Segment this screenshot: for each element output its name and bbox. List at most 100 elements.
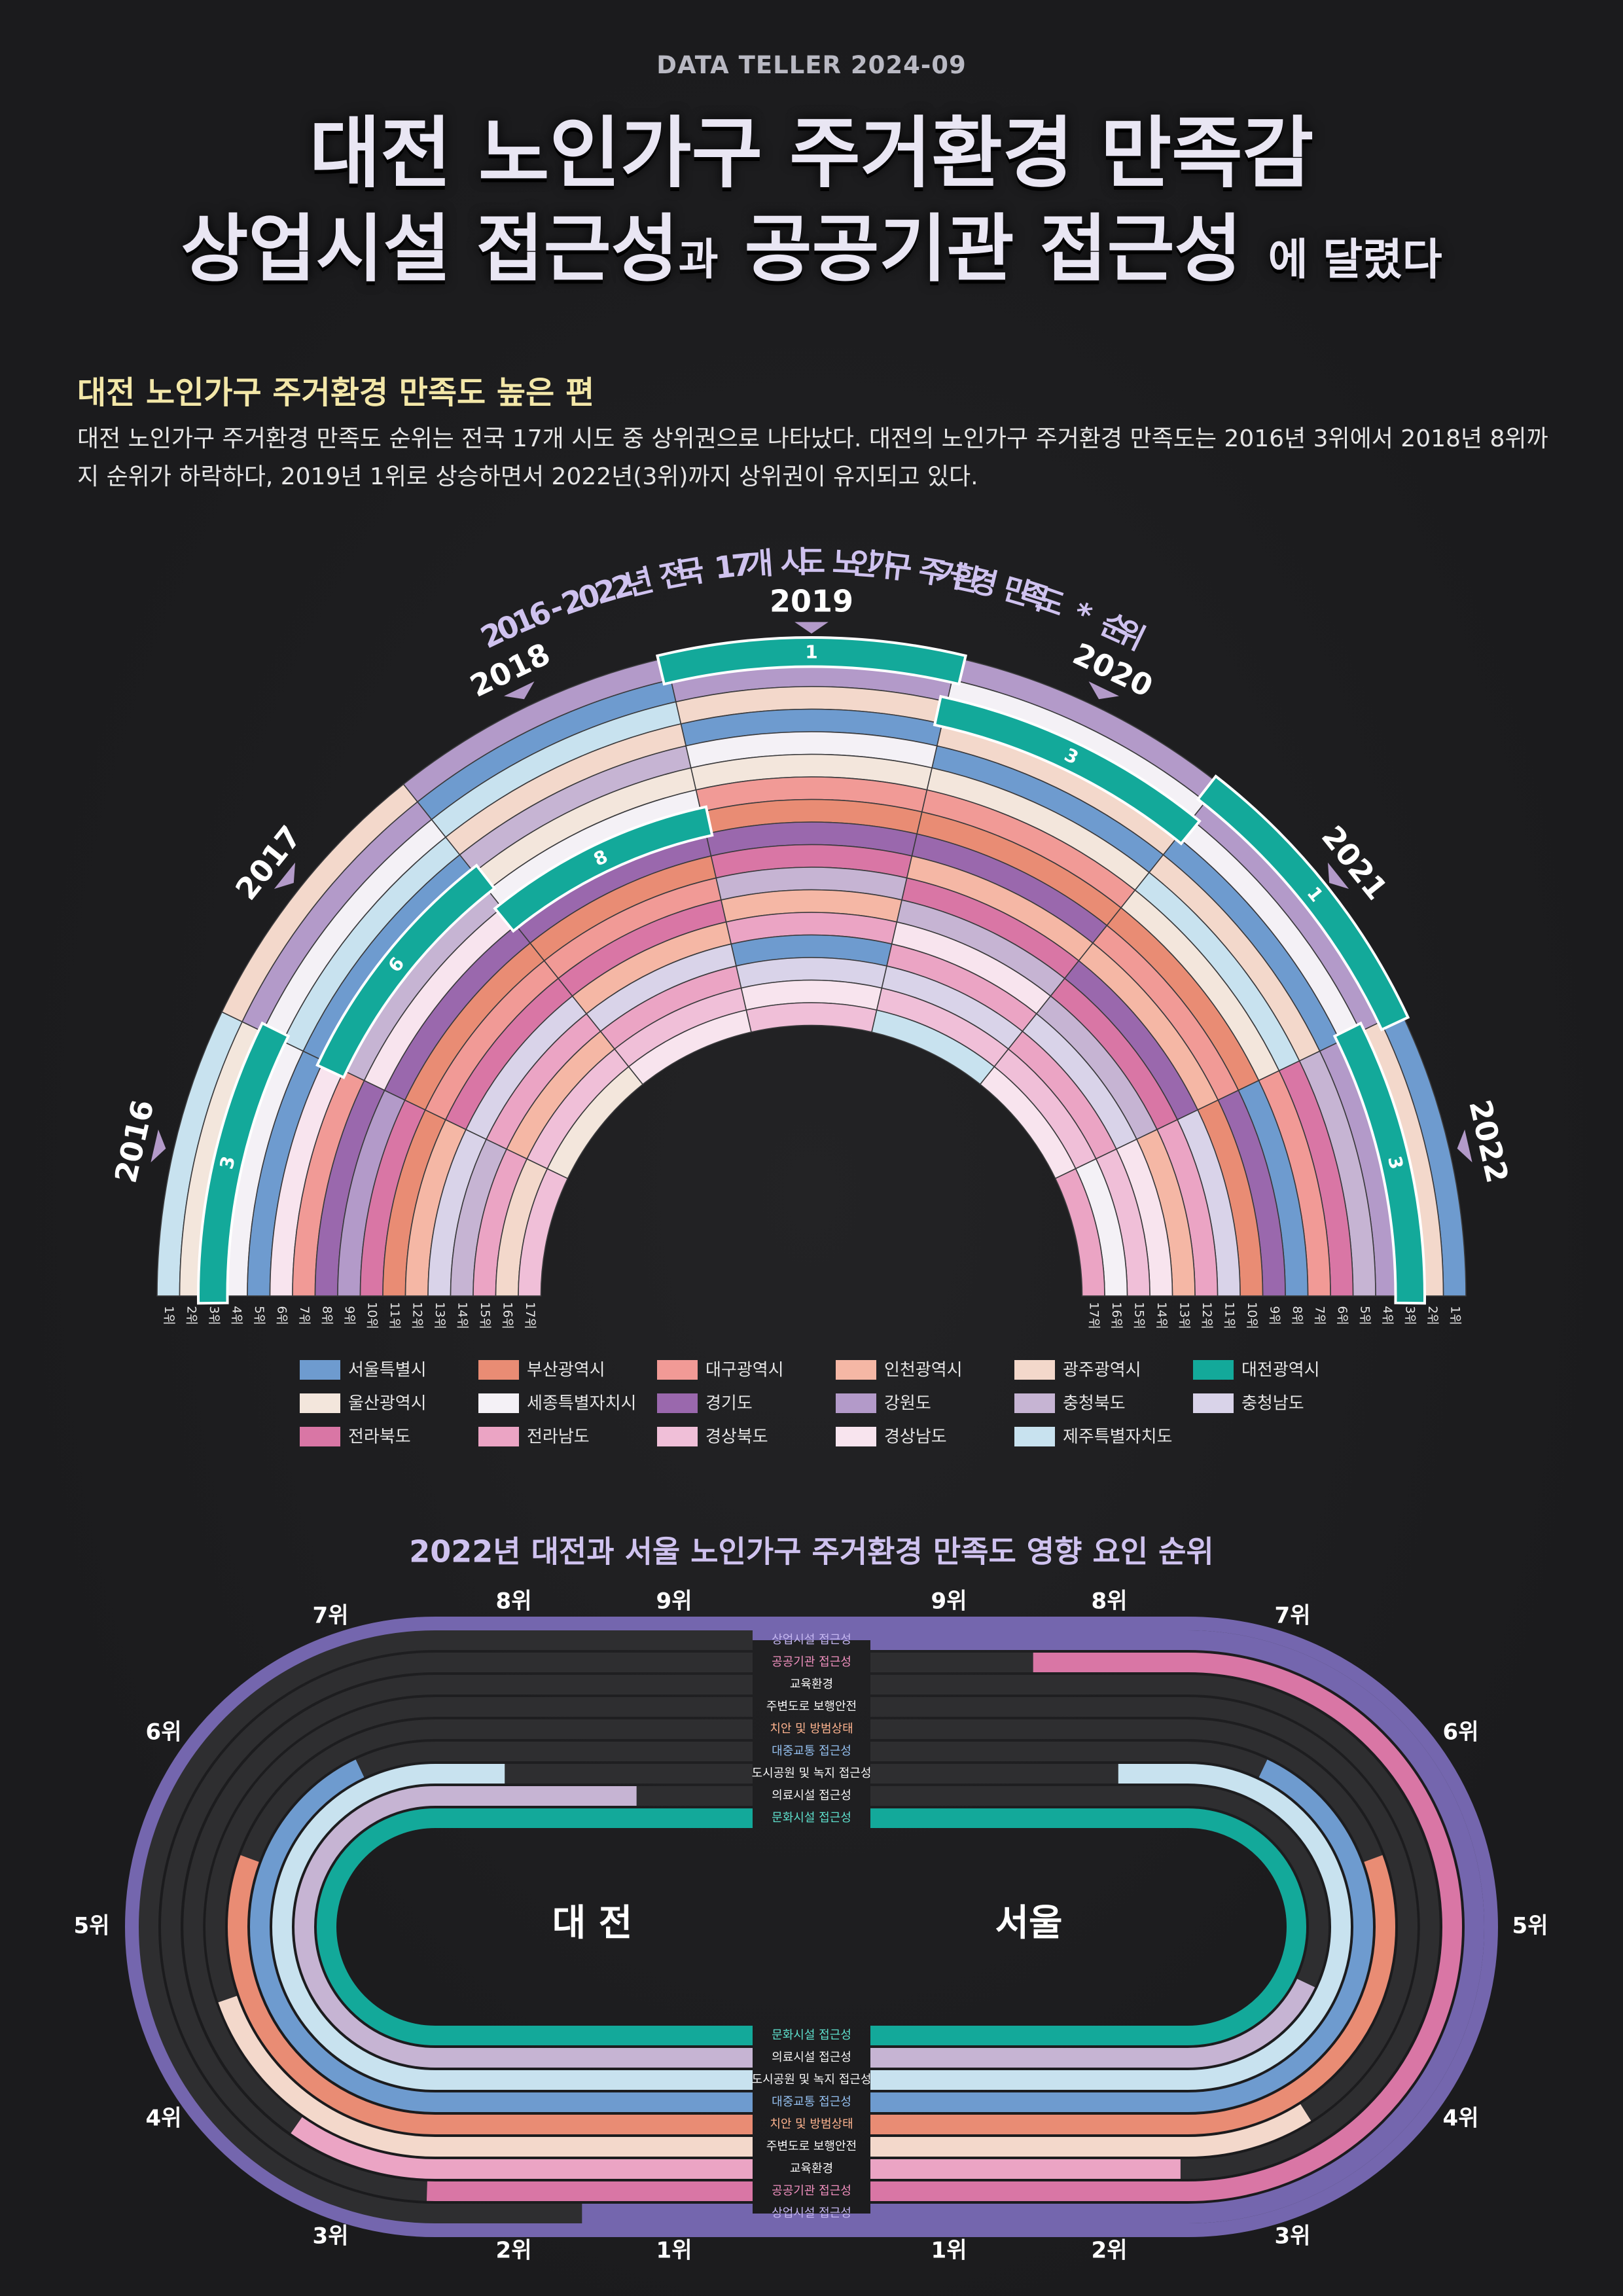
- title-char: 개: [744, 545, 774, 583]
- factor-bar: [870, 1630, 1484, 2223]
- rank-tick-side: 5위: [74, 1913, 110, 1939]
- factor-label-bottom: 교육환경: [790, 2162, 833, 2176]
- legend-swatch: [300, 1393, 340, 1413]
- year-pointer: [274, 862, 296, 889]
- factor-bar: [228, 1719, 753, 2134]
- factor-label-top: 문화시설 접근성: [772, 1811, 851, 1825]
- rank-tick-right: 16위: [1109, 1302, 1124, 1329]
- legend-label: 충청북도: [1063, 1394, 1126, 1414]
- rainbow-bands: [156, 641, 1467, 1297]
- rank-tick-side: 4위: [1443, 2106, 1479, 2132]
- year-label: 2019: [770, 584, 853, 619]
- year-pointer: [1457, 1129, 1472, 1162]
- factor-label-top: 대중교통 접근성: [772, 1744, 851, 1758]
- factor-bar: [870, 1742, 1373, 2112]
- factor-bar: [870, 1786, 1329, 2068]
- factor-label-bottom: 도시공원 및 녹지 접근성: [752, 2073, 872, 2087]
- factor-label-bottom: 공공기관 접근성: [772, 2184, 851, 2198]
- legend-swatch: [478, 1393, 519, 1413]
- rank-tick-right: 10위: [1245, 1302, 1259, 1329]
- daejeon-highlight-band: [655, 636, 968, 686]
- factor-label-bottom: 의료시설 접근성: [772, 2051, 851, 2064]
- year-pointer: [151, 1129, 166, 1162]
- legend-swatch: [836, 1360, 876, 1380]
- year-pointer: [794, 622, 829, 634]
- legend-swatch: [1193, 1393, 1234, 1413]
- rank-tick-left: 16위: [500, 1302, 514, 1329]
- rank-tick-left: 4위: [229, 1306, 243, 1325]
- rank-tick-bottom: 1위: [656, 2238, 692, 2264]
- factor-bar: [317, 1808, 753, 2045]
- factor-label-top: 주변도로 보행안전: [766, 1700, 857, 1713]
- daejeon-highlight-band: [1196, 774, 1410, 1031]
- legend-label: 경상남도: [884, 1427, 947, 1447]
- city-label-seoul: 서울: [995, 1902, 1062, 1945]
- rank-tick-right: 5위: [1357, 1306, 1372, 1325]
- rank-tick-right: 1위: [1448, 1306, 1462, 1325]
- factor-label-top: 공공기관 접근성: [772, 1655, 851, 1669]
- legend-swatch: [300, 1427, 340, 1446]
- legend-swatch: [657, 1360, 698, 1380]
- title-char: 노: [832, 545, 861, 581]
- kicker: DATA TELLER 2024-09: [656, 51, 967, 79]
- daejeon-highlight-band: [493, 805, 714, 933]
- rank-tick-top: 7위: [1275, 1603, 1311, 1629]
- factor-label-bottom: 문화시설 접근성: [772, 2028, 851, 2042]
- rank-tick-right: 2위: [1425, 1306, 1440, 1325]
- legend-swatch: [1014, 1393, 1055, 1413]
- rank-band: [1054, 1168, 1105, 1297]
- legend-label: 세종특별자치시: [527, 1394, 636, 1414]
- rank-tick-side: 6위: [146, 1719, 182, 1746]
- section-heading: 대전 노인가구 주거환경 만족도 높은 편: [77, 374, 595, 411]
- rank-tick-left: 13위: [433, 1302, 447, 1329]
- factor-label-bottom: 치안 및 방범상태: [770, 2117, 853, 2131]
- title-char: 7: [730, 547, 754, 584]
- daejeon-highlight-band: [197, 1021, 291, 1305]
- rank-tick-top: 7위: [313, 1603, 349, 1629]
- legend-swatch: [836, 1427, 876, 1446]
- lane-background: [161, 1653, 753, 2201]
- title-char: 도: [798, 545, 825, 580]
- lane-background: [139, 1630, 753, 2223]
- year-pointer: [1327, 862, 1349, 889]
- rank-tick-left: 14위: [455, 1302, 469, 1329]
- rank-tick-right: 13위: [1177, 1302, 1191, 1329]
- legend-swatch: [478, 1427, 519, 1446]
- title-char: 시: [780, 544, 809, 580]
- track-border: [125, 1617, 1498, 2237]
- factor-label-top: 의료시설 접근성: [772, 1789, 851, 1803]
- factor-label-bottom: 주변도로 보행안전: [766, 2140, 857, 2153]
- rank-tick-right: 11위: [1222, 1302, 1236, 1329]
- rank-tick-left: 6위: [274, 1306, 289, 1325]
- factor-bar: [294, 1786, 753, 2068]
- legend-label: 전라남도: [527, 1427, 590, 1447]
- rank-tick-left: 5위: [252, 1306, 266, 1325]
- legend-label: 강원도: [884, 1394, 931, 1414]
- daejeon-highlight-band: [1332, 1021, 1426, 1305]
- rank-tick-bottom: 3위: [1275, 2223, 1311, 2250]
- legend-label: 서울특별시: [348, 1361, 427, 1380]
- rank-tick-bottom: 2위: [1092, 2238, 1128, 2264]
- rank-tick-side: 5위: [1512, 1913, 1548, 1939]
- subtitle-part-and: 과: [678, 234, 719, 285]
- factor-bar: [870, 1764, 1351, 2090]
- title-char: 거: [933, 555, 967, 595]
- lane-background: [870, 1675, 1440, 2179]
- track-lanes: [139, 1630, 1484, 2223]
- factor-bar: [183, 1675, 753, 2179]
- legend-swatch: [1014, 1360, 1055, 1380]
- daejeon-highlight-band: [315, 863, 497, 1079]
- title-char: 인: [849, 545, 879, 583]
- factor-label-top: 상업시설 접근성: [772, 1633, 851, 1647]
- rank-tick-top: 9위: [656, 1588, 692, 1615]
- rank-tick-right: 8위: [1290, 1306, 1304, 1325]
- title-char: 주: [916, 552, 950, 592]
- rank-tick-left: 15위: [478, 1302, 492, 1329]
- rank-tick-left: 1위: [162, 1306, 176, 1325]
- legend-label: 경상북도: [705, 1427, 768, 1447]
- legend-label: 충청남도: [1241, 1394, 1304, 1414]
- legend-swatch: [657, 1393, 698, 1413]
